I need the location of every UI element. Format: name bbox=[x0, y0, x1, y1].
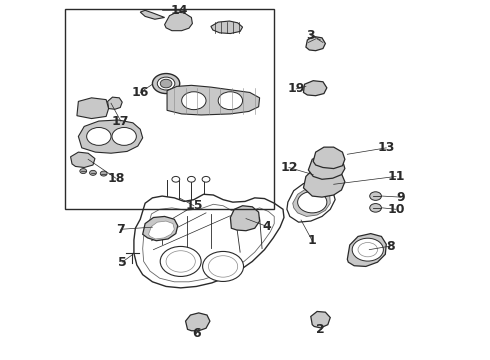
Text: 16: 16 bbox=[131, 86, 149, 99]
Circle shape bbox=[188, 176, 196, 182]
Text: 1: 1 bbox=[308, 234, 317, 247]
Polygon shape bbox=[303, 166, 345, 197]
Polygon shape bbox=[311, 311, 330, 328]
Text: 12: 12 bbox=[280, 161, 297, 174]
Circle shape bbox=[157, 77, 175, 90]
Text: 15: 15 bbox=[185, 199, 202, 212]
Text: 4: 4 bbox=[263, 220, 271, 233]
Circle shape bbox=[152, 73, 180, 94]
Polygon shape bbox=[308, 154, 345, 179]
Circle shape bbox=[370, 203, 381, 212]
Polygon shape bbox=[143, 216, 178, 241]
Text: 18: 18 bbox=[107, 172, 124, 185]
Polygon shape bbox=[230, 206, 260, 231]
Polygon shape bbox=[347, 234, 386, 266]
Circle shape bbox=[112, 127, 136, 145]
Circle shape bbox=[90, 170, 97, 175]
Polygon shape bbox=[306, 36, 325, 51]
Text: 17: 17 bbox=[112, 114, 129, 127]
Text: 6: 6 bbox=[192, 327, 200, 340]
Text: 19: 19 bbox=[288, 82, 305, 95]
Polygon shape bbox=[287, 182, 335, 222]
Circle shape bbox=[100, 171, 107, 176]
Text: 11: 11 bbox=[387, 170, 405, 183]
Polygon shape bbox=[211, 21, 243, 33]
Text: 7: 7 bbox=[117, 223, 125, 236]
Polygon shape bbox=[313, 147, 345, 168]
Polygon shape bbox=[77, 98, 109, 118]
Polygon shape bbox=[108, 97, 122, 109]
Text: 3: 3 bbox=[306, 29, 315, 42]
Polygon shape bbox=[134, 194, 284, 288]
Polygon shape bbox=[167, 85, 260, 115]
Polygon shape bbox=[71, 152, 95, 167]
Text: 2: 2 bbox=[316, 323, 325, 336]
Circle shape bbox=[87, 127, 111, 145]
Circle shape bbox=[297, 192, 327, 213]
Circle shape bbox=[160, 79, 172, 88]
Text: 14: 14 bbox=[171, 4, 188, 17]
Circle shape bbox=[160, 247, 201, 276]
Circle shape bbox=[80, 168, 87, 174]
Bar bbox=[65, 9, 274, 208]
Circle shape bbox=[202, 176, 210, 182]
Circle shape bbox=[202, 251, 244, 282]
Text: 13: 13 bbox=[378, 141, 395, 154]
Circle shape bbox=[172, 176, 180, 182]
Circle shape bbox=[352, 238, 383, 261]
Circle shape bbox=[218, 92, 243, 110]
Polygon shape bbox=[78, 120, 143, 153]
Text: 5: 5 bbox=[118, 256, 126, 269]
Polygon shape bbox=[165, 12, 193, 31]
Polygon shape bbox=[293, 188, 330, 216]
Circle shape bbox=[182, 92, 206, 110]
Text: 8: 8 bbox=[386, 240, 394, 253]
Text: 9: 9 bbox=[396, 191, 405, 204]
Circle shape bbox=[370, 192, 381, 201]
Text: 10: 10 bbox=[387, 203, 405, 216]
Polygon shape bbox=[303, 81, 327, 96]
Polygon shape bbox=[148, 221, 174, 239]
Polygon shape bbox=[186, 313, 210, 331]
Polygon shape bbox=[140, 10, 165, 19]
